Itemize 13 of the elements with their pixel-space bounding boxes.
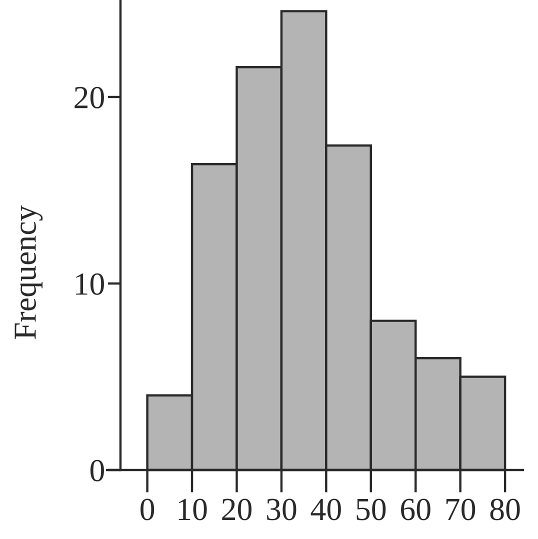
y-axis-title: Frequency — [14, 205, 43, 340]
x-tick-label: 80 — [490, 498, 520, 520]
x-tick-label: 10 — [178, 498, 207, 520]
x-tick-label: 50 — [356, 498, 386, 520]
y-tick-label: 20 — [74, 86, 104, 108]
x-tick-label: 60 — [401, 498, 430, 520]
y-tick-label: 10 — [76, 273, 104, 295]
y-tick-label: 0 — [90, 460, 104, 482]
x-tick-label: 0 — [140, 498, 154, 520]
x-tick-label: 40 — [310, 498, 341, 520]
x-tick-label: 70 — [446, 498, 476, 520]
x-tick-label: 20 — [222, 498, 252, 520]
x-tick-label: 30 — [267, 498, 296, 520]
